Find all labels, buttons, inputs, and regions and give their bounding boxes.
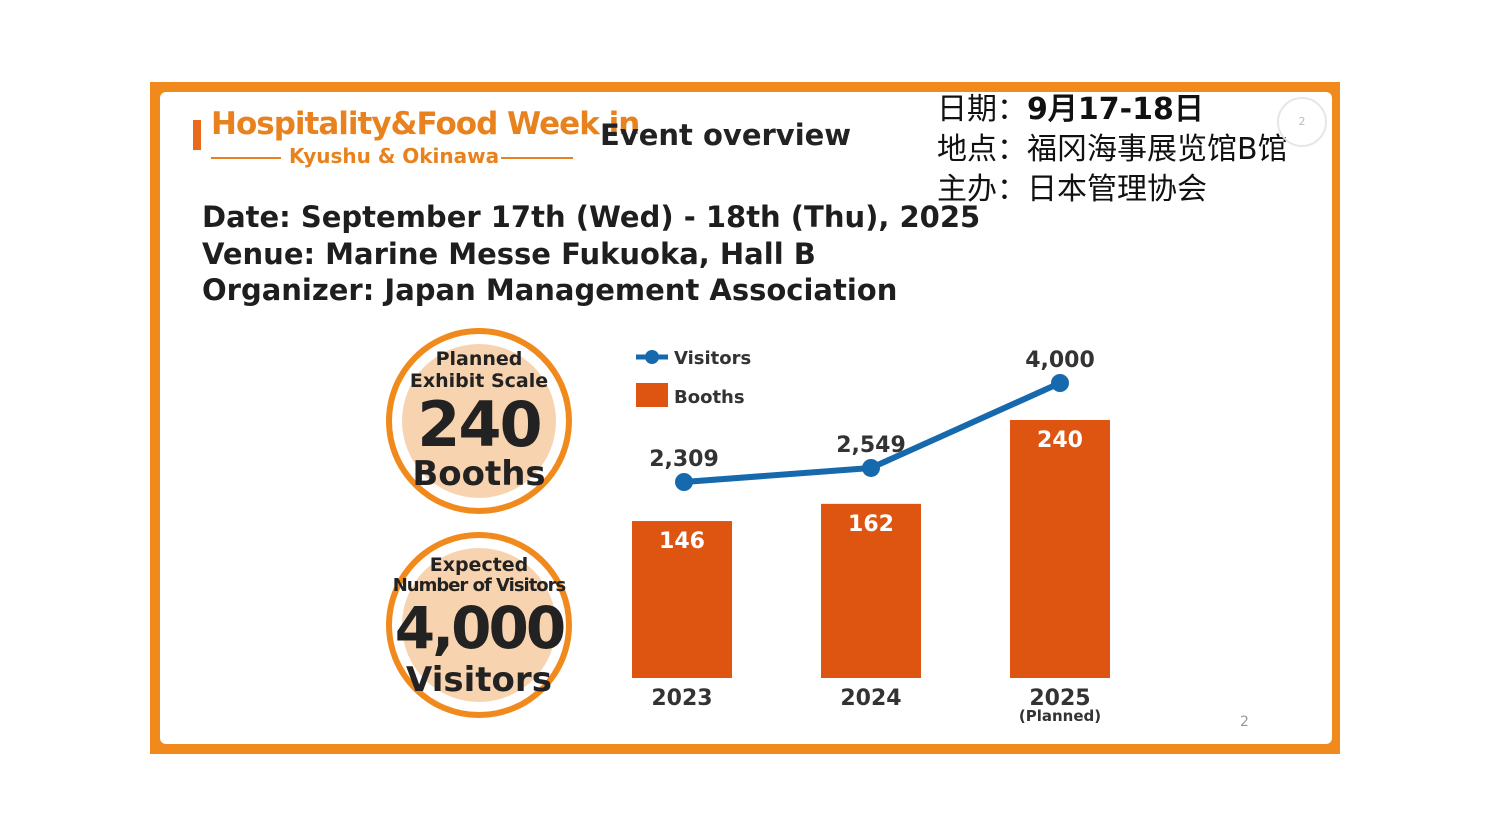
zh-venue-label: 地点： <box>937 132 1027 167</box>
bar-2025 <box>1010 420 1110 678</box>
visitors-point-2024 <box>862 458 880 477</box>
booths-badge: Planned Exhibit Scale 240 Booths <box>386 328 572 514</box>
visitors-label-2024: 2,549 <box>836 433 906 458</box>
visitors-badge-ring <box>392 538 566 712</box>
logo-rule-right <box>501 157 573 159</box>
logo-main-text: Hospitality&Food Week in <box>211 106 640 142</box>
zh-date-label: 日期： <box>937 92 1027 127</box>
booths-badge-line2: Exhibit Scale <box>409 370 549 392</box>
logo-bar <box>193 120 201 150</box>
legend-visitors-marker <box>645 350 659 364</box>
x-tick-note-2025: (Planned) <box>1019 707 1101 725</box>
visitors-label-2025: 4,000 <box>1025 348 1095 373</box>
zh-venue-value: 福冈海事展览馆B馆 <box>1027 132 1288 167</box>
bar-label-2025: 240 <box>1037 428 1083 453</box>
zh-date: 日期：9月17-18日 <box>937 90 1204 130</box>
logo-sub-text: Kyushu & Okinawa <box>289 144 500 168</box>
slide-card <box>160 92 1332 744</box>
bar-2024 <box>821 503 921 678</box>
legend-visitors-label: Visitors <box>674 348 751 369</box>
booths-badge-ring <box>392 334 566 508</box>
info-venue: Venue: Marine Messe Fukuoka, Hall B <box>202 237 816 271</box>
page-number: 2 <box>1240 714 1249 730</box>
visitors-badge-unit: Visitors <box>406 660 552 700</box>
info-organizer: Organizer: Japan Management Association <box>202 273 898 307</box>
visitors-badge-line2: Number of Visitors <box>392 575 567 596</box>
booths-badge-number: 240 <box>417 388 542 461</box>
visitors-label-2023: 2,309 <box>649 447 719 472</box>
visitors-point-2023 <box>675 473 693 491</box>
zh-organizer: 主办：日本管理协会 <box>937 170 1207 210</box>
legend-booths-label: Booths <box>674 387 745 408</box>
legend-booths-swatch <box>636 383 668 407</box>
page-title: Event overview <box>600 118 852 152</box>
booths-badge-fill <box>402 344 556 498</box>
booths-badge-line1: Planned <box>435 348 523 370</box>
bar-2023 <box>632 521 732 678</box>
x-tick-2025: 2025 <box>1029 686 1090 711</box>
visitors-badge-line1: Expected <box>429 554 529 576</box>
booths-badge-unit: Booths <box>412 454 546 494</box>
visitors-badge: Expected Number of Visitors 4,000 Visito… <box>386 532 572 718</box>
zh-organizer-label: 主办： <box>937 172 1027 207</box>
visitors-point-2025 <box>1051 374 1069 392</box>
zh-venue: 地点：福冈海事展览馆B馆 <box>937 130 1288 170</box>
zh-date-value: 9月17-18日 <box>1027 92 1204 127</box>
x-tick-2023: 2023 <box>651 686 712 711</box>
page-badge: 2 <box>1277 97 1327 147</box>
visitors-badge-fill <box>402 548 556 702</box>
x-tick-2024: 2024 <box>840 686 901 711</box>
zh-organizer-value: 日本管理协会 <box>1027 172 1207 207</box>
logo-rule-left <box>211 157 281 159</box>
logo-sub: Kyushu & Okinawa <box>211 144 573 172</box>
bar-label-2024: 162 <box>848 512 894 537</box>
visitors-badge-number: 4,000 <box>394 594 566 662</box>
bar-label-2023: 146 <box>659 529 705 554</box>
info-date: Date: September 17th (Wed) - 18th (Thu),… <box>202 200 981 234</box>
